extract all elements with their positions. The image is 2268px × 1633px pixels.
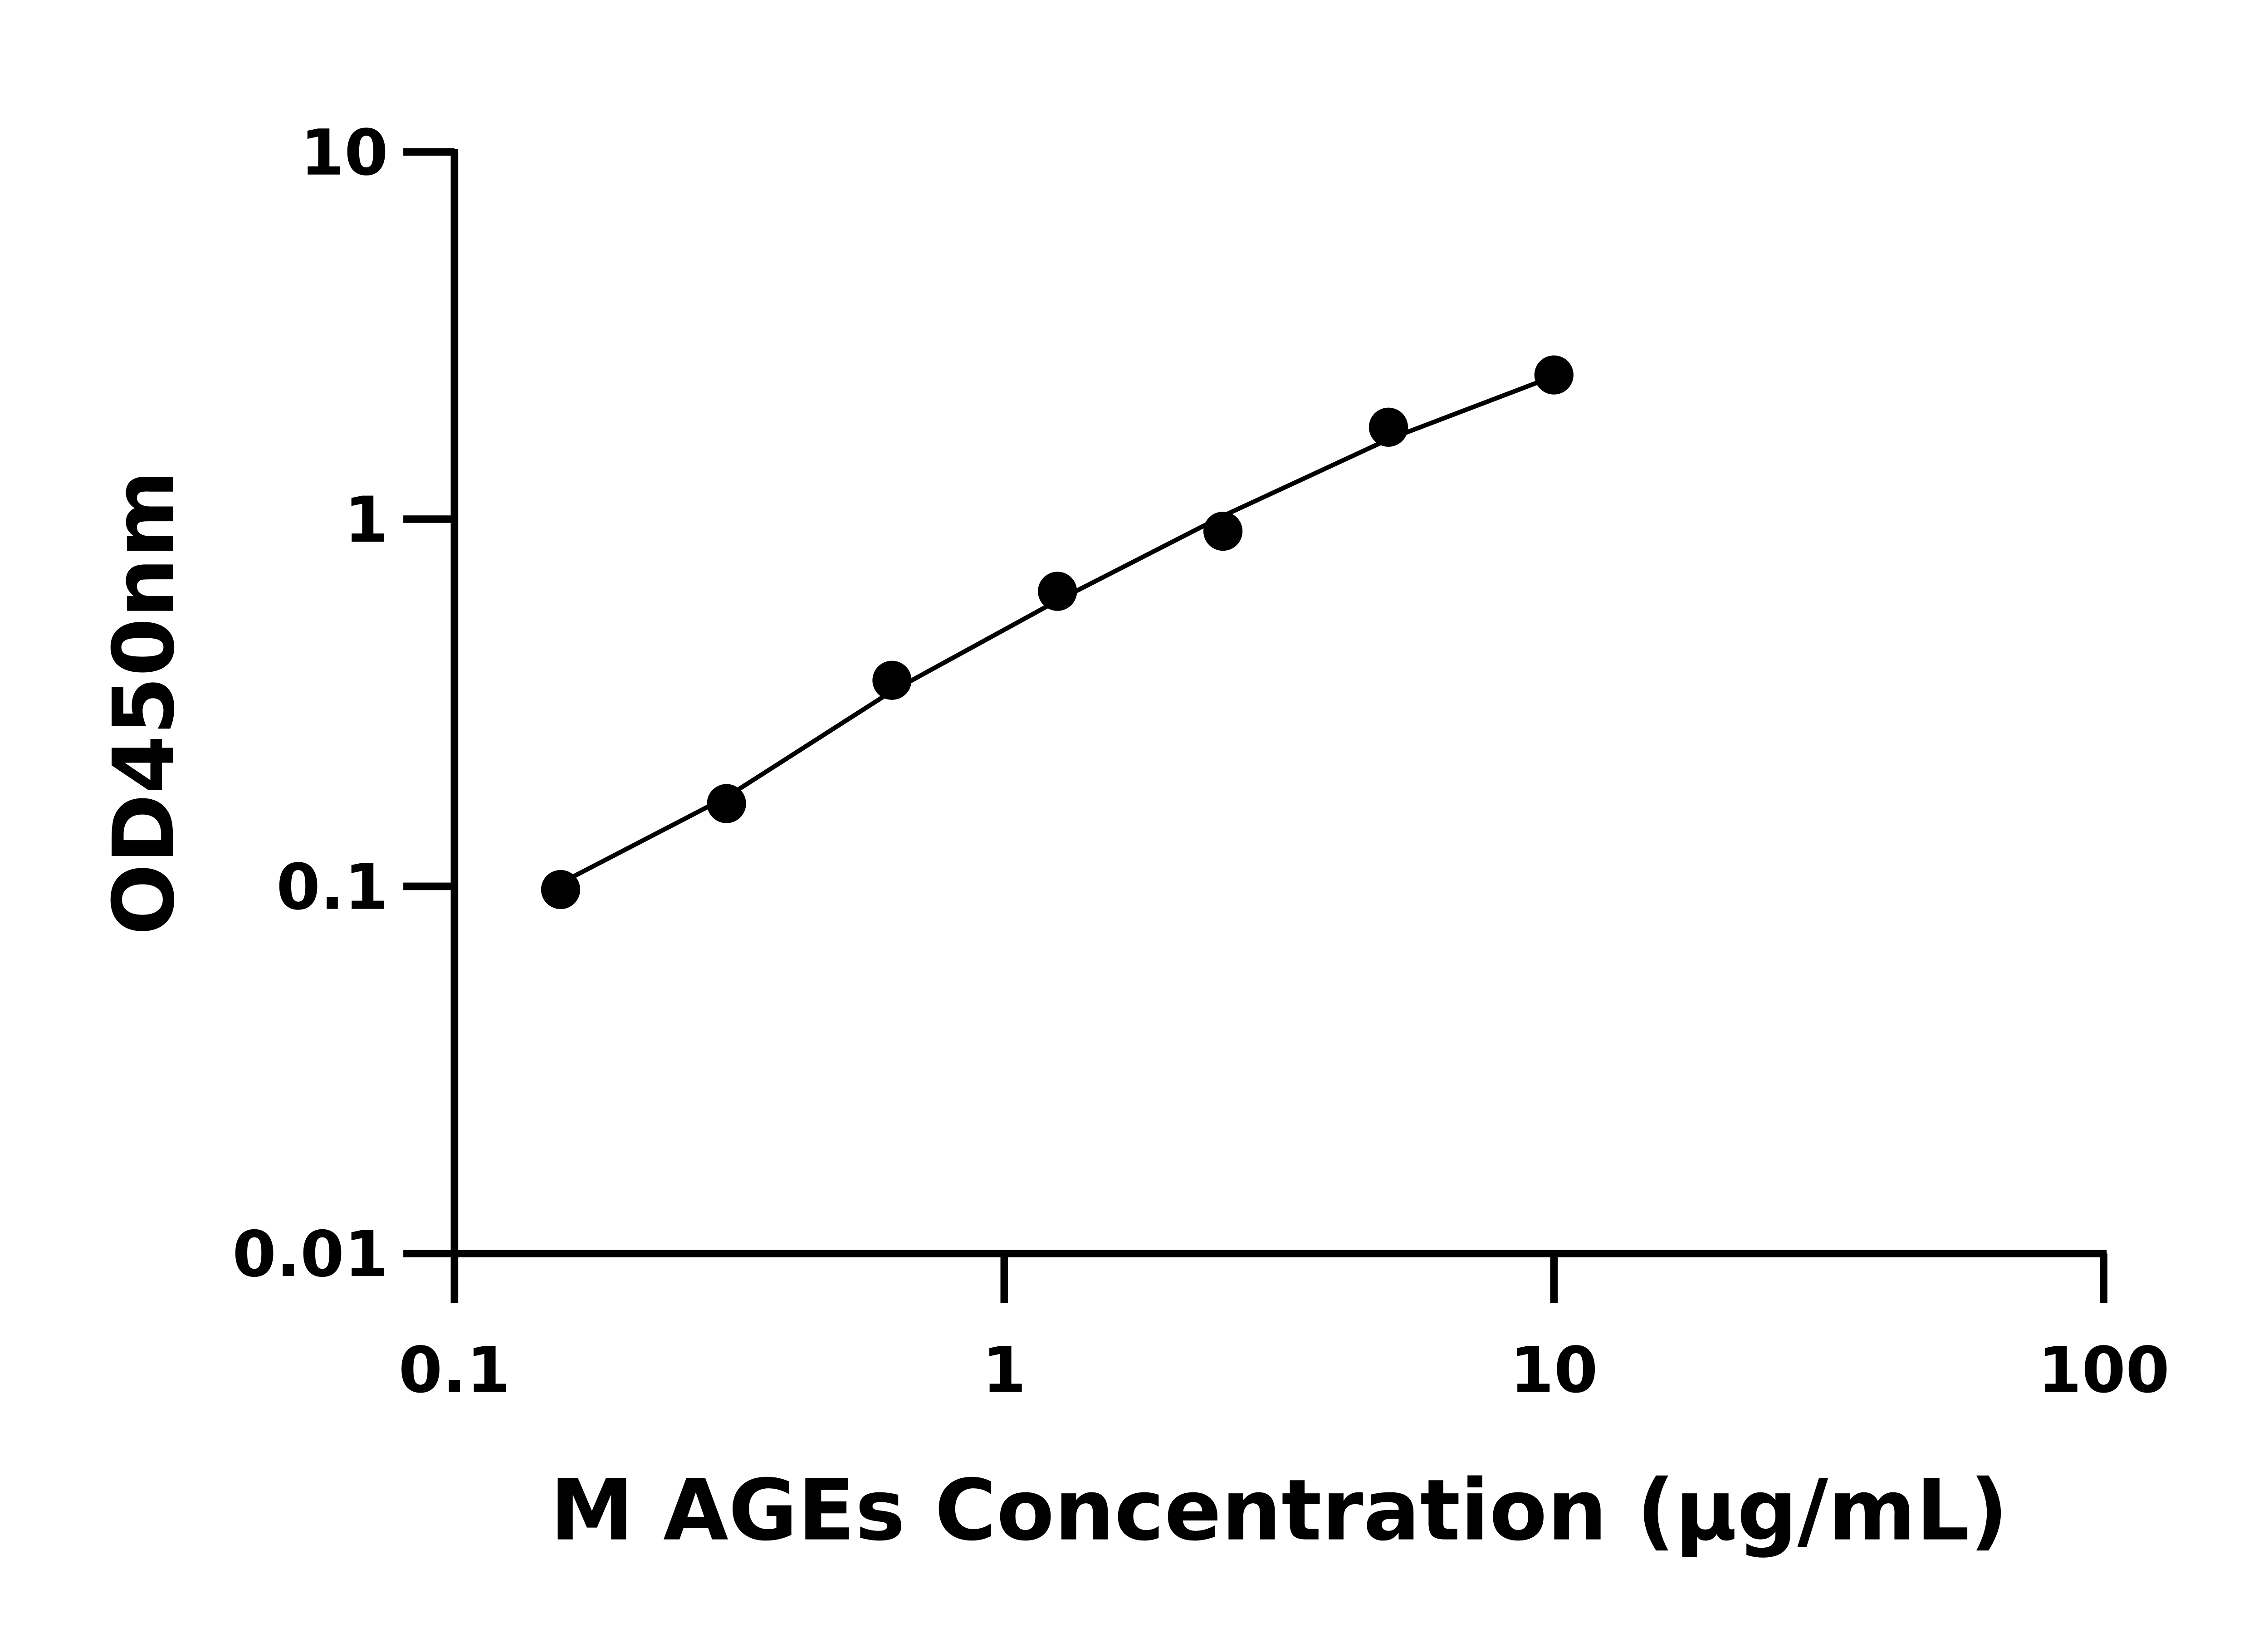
x-tick-label: 1 [982,1334,1026,1407]
fit-curve [559,374,1555,885]
y-axis-title: OD450nm [95,470,193,935]
y-tick-label: 10 [300,116,388,190]
x-tick-label: 100 [2038,1334,2170,1407]
y-tick-label: 0.01 [232,1217,388,1291]
data-point [1534,355,1574,395]
data-point [872,660,912,700]
x-tick-label: 0.1 [398,1334,510,1407]
data-point [1038,572,1077,611]
y-tick-label: 0.1 [276,851,388,924]
y-tick-label: 1 [344,483,388,557]
x-axis-title: M AGEs Concentration (µg/mL) [550,1462,2009,1560]
data-point [707,784,746,823]
x-tick-label: 10 [1510,1334,1598,1407]
